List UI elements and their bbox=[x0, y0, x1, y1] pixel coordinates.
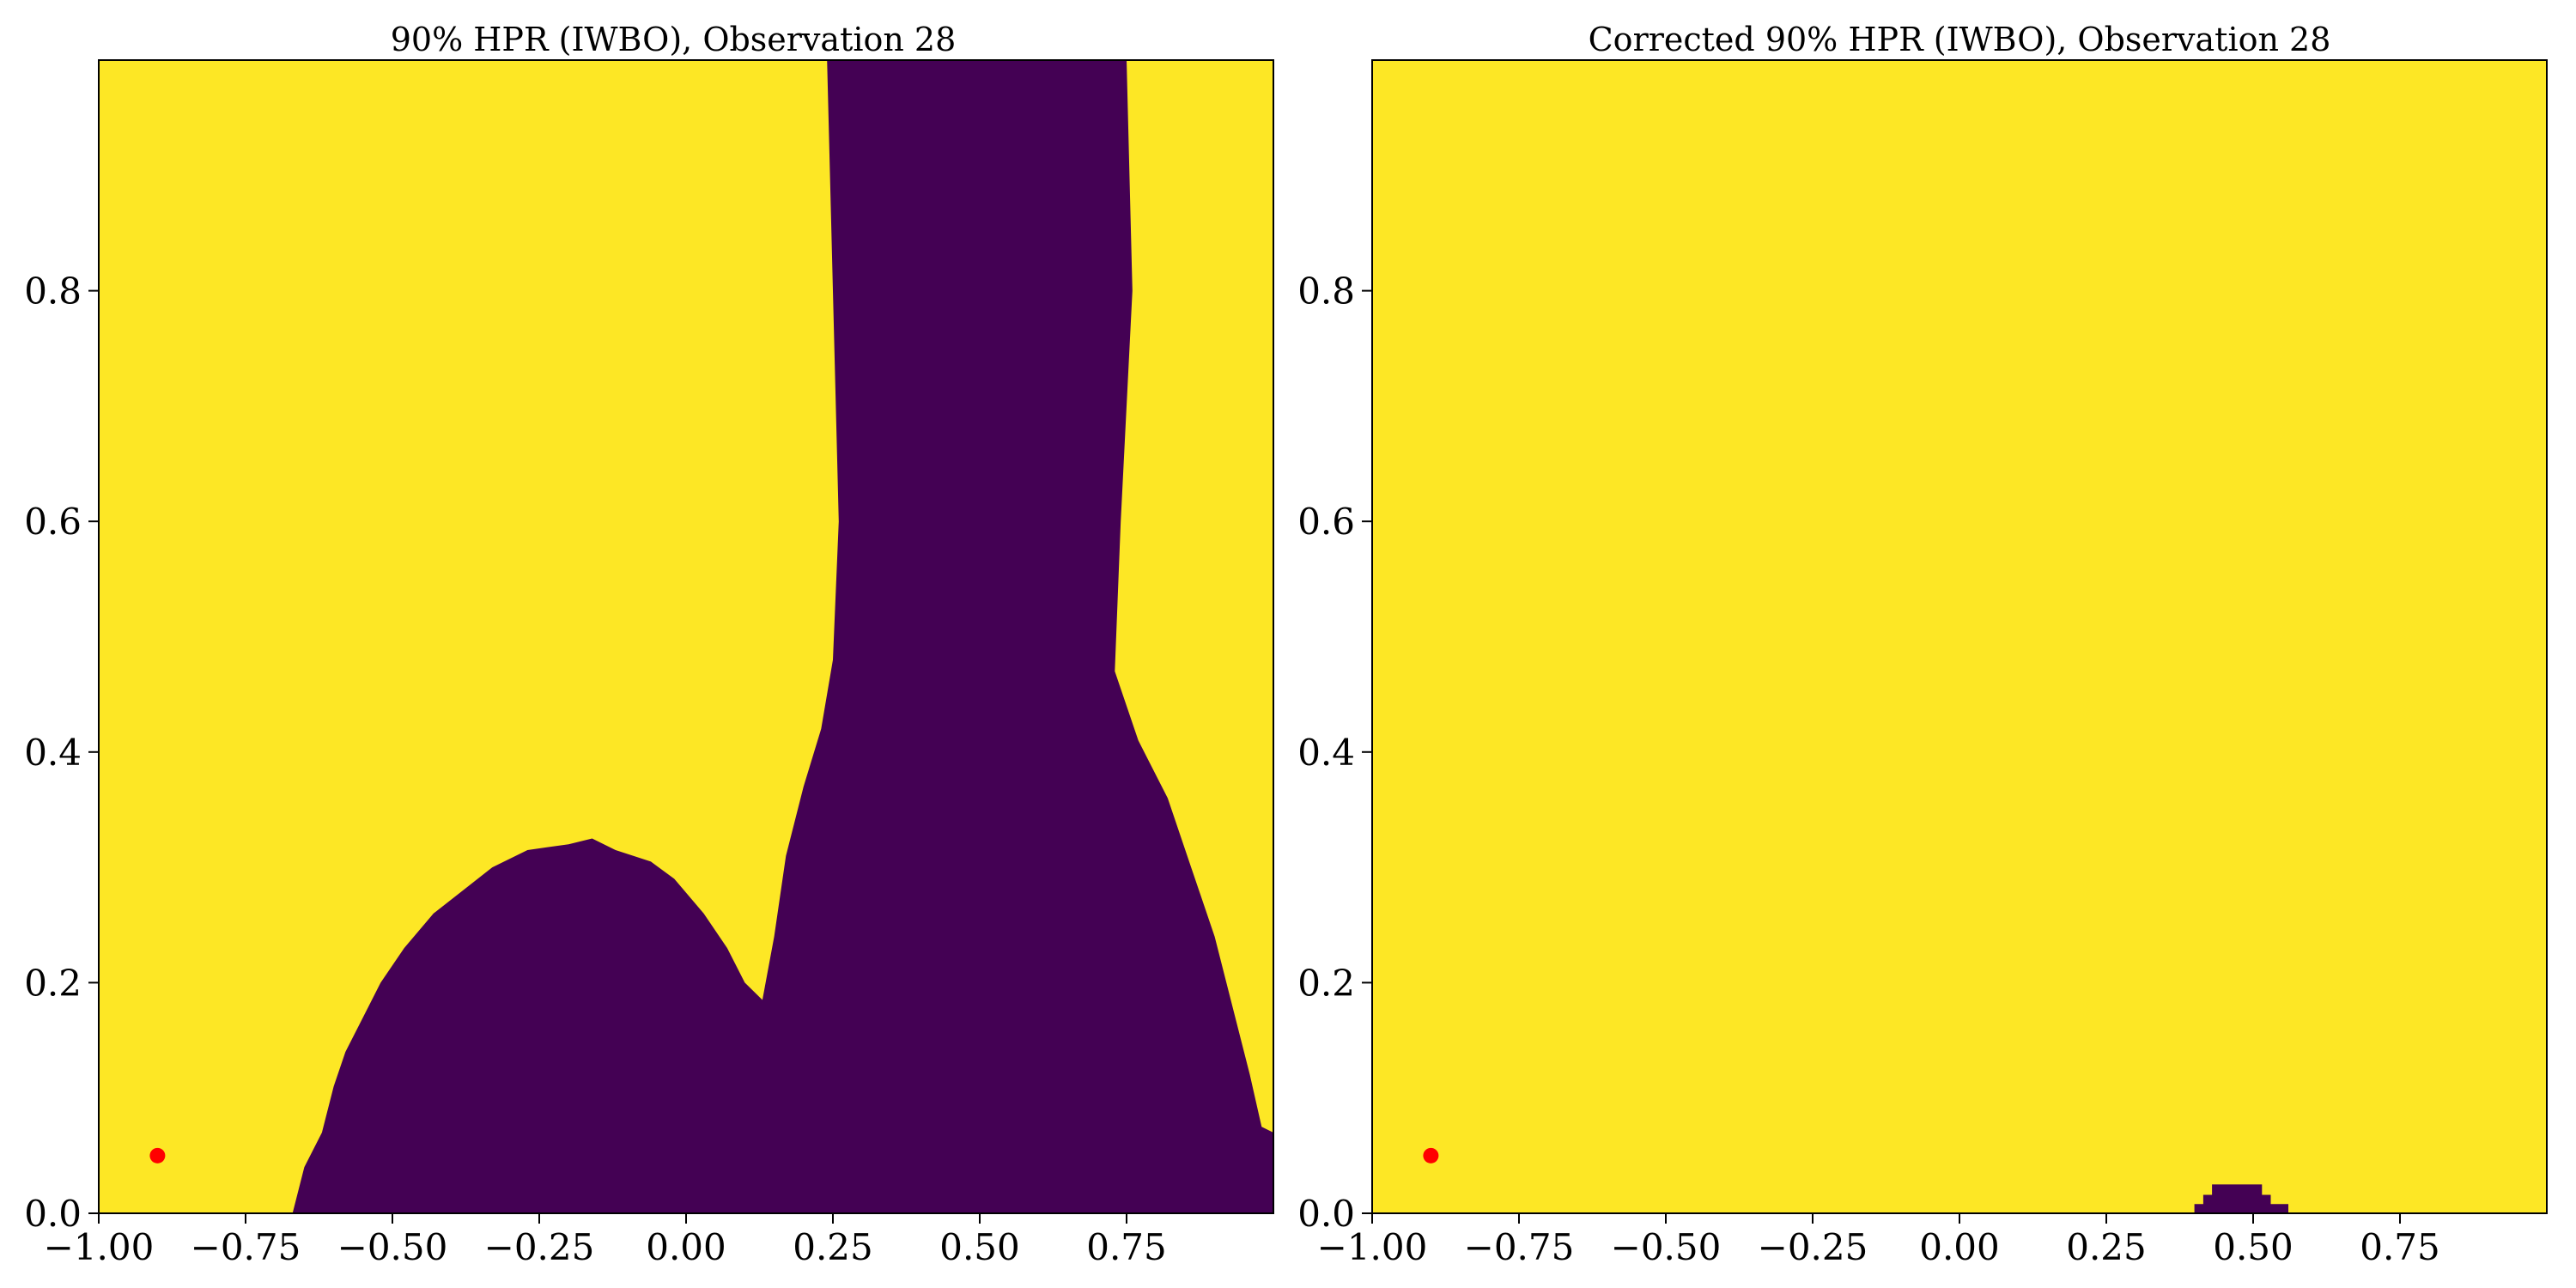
x-tick-label: −0.75 bbox=[1464, 1226, 1575, 1268]
chart-title: 90% HPR (IWBO), Observation 28 bbox=[391, 21, 957, 58]
x-tick-label: 0.00 bbox=[646, 1226, 726, 1268]
chart-title: Corrected 90% HPR (IWBO), Observation 28 bbox=[1589, 21, 2331, 58]
x-tick-label: −1.00 bbox=[44, 1226, 155, 1268]
x-tick-label: −0.50 bbox=[337, 1226, 448, 1268]
x-axis: −1.00 −0.75 −0.50 −0.25 0.00 0.25 0.50 0.75 bbox=[44, 1213, 1167, 1268]
y-tick-label: 0.4 bbox=[24, 732, 82, 774]
x-tick-label: 0.75 bbox=[1086, 1226, 1167, 1268]
x-tick-label: 0.50 bbox=[2213, 1226, 2293, 1268]
observation-marker bbox=[1423, 1147, 1439, 1163]
y-tick-label: 0.8 bbox=[1297, 270, 1355, 313]
y-tick-label: 0.2 bbox=[24, 962, 82, 1004]
x-axis: −1.00 −0.75 −0.50 −0.25 0.00 0.25 0.50 0.75 bbox=[1317, 1213, 2440, 1268]
x-tick-label: −0.75 bbox=[191, 1226, 301, 1268]
y-tick-label: 0.8 bbox=[24, 270, 82, 313]
x-tick-label: −0.25 bbox=[1758, 1226, 1868, 1268]
y-axis: 0.0 0.2 0.4 0.6 0.8 bbox=[24, 270, 99, 1235]
subplot-right: Corrected 90% HPR (IWBO), Observation 28… bbox=[1297, 21, 2548, 1268]
y-tick-label: 0.2 bbox=[1297, 962, 1355, 1004]
hpr-region bbox=[2194, 1184, 2288, 1213]
y-tick-label: 0.4 bbox=[1297, 732, 1355, 774]
subplot-left: 90% HPR (IWBO), Observation 28 −1.00 −0.7… bbox=[24, 21, 1274, 1268]
x-tick-label: 0.75 bbox=[2360, 1226, 2440, 1268]
y-tick-label: 0.0 bbox=[1297, 1193, 1355, 1235]
observation-marker bbox=[149, 1147, 166, 1163]
x-tick-label: 0.50 bbox=[939, 1226, 1020, 1268]
y-tick-label: 0.0 bbox=[24, 1193, 82, 1235]
x-tick-label: 0.00 bbox=[1919, 1226, 2000, 1268]
y-tick-label: 0.6 bbox=[1297, 501, 1355, 543]
plot-background bbox=[1372, 60, 2547, 1213]
y-axis: 0.0 0.2 0.4 0.6 0.8 bbox=[1297, 270, 1372, 1235]
x-tick-label: −0.50 bbox=[1611, 1226, 1722, 1268]
x-tick-label: −0.25 bbox=[484, 1226, 595, 1268]
x-tick-label: −1.00 bbox=[1317, 1226, 1428, 1268]
x-tick-label: 0.25 bbox=[793, 1226, 873, 1268]
x-tick-label: 0.25 bbox=[2066, 1226, 2147, 1268]
hpr-region bbox=[292, 60, 1274, 1213]
y-tick-label: 0.6 bbox=[24, 501, 82, 543]
